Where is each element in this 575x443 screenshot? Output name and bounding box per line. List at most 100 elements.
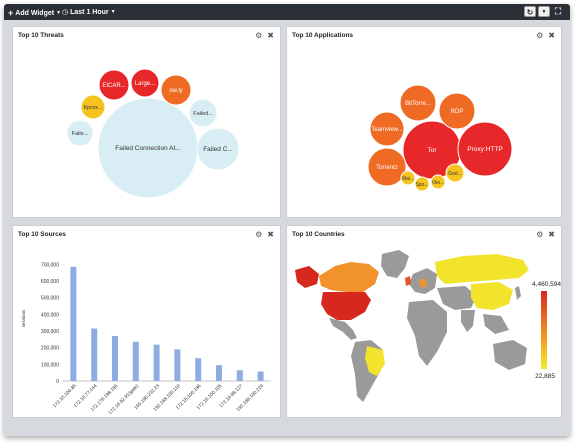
threat-bubble-circle[interactable] [80,94,106,120]
map-country-uk[interactable] [405,276,411,286]
threat-bubble-label: Failed C... [203,146,233,153]
panel-title: Top 10 Countries [292,231,345,238]
app-bubble[interactable]: Spo... [414,176,430,192]
bar[interactable] [236,370,243,381]
map-country-central-asia[interactable] [437,286,477,310]
add-widget-label: Add Widget [15,9,55,17]
map-country-usa[interactable] [321,292,371,320]
app-bubble-label: RDP [451,109,464,115]
map-country-germany[interactable] [419,278,427,288]
add-widget-button[interactable]: + Add Widget ▼ [8,8,61,18]
bar[interactable] [216,365,222,381]
threat-bubble-label: ow.ly [169,88,182,94]
panel-controls: ⚙ ✖ [255,231,274,239]
map-country-australia[interactable] [493,340,527,370]
applications-panel: Top 10 Applications ⚙ ✖ Tor Proxy:HTTP Tea… [286,26,562,218]
map-country-greenland[interactable] [381,250,409,278]
y-tick-label: 100,000 [41,362,59,368]
app-bubble-label: Teamview... [371,127,403,133]
threat-bubble-label: Failed... [193,111,213,117]
threat-bubble-circle[interactable] [130,68,160,98]
panel-controls: ⚙ ✖ [536,231,555,239]
refresh-icon: ↻ [526,8,534,17]
app-bubble-circle[interactable] [369,111,405,147]
map-legend-max: 4,460,594 [532,281,561,288]
threat-bubble[interactable]: Failed C... [196,127,240,171]
threat-bubble[interactable]: Faile... [66,119,94,147]
map-country-canada[interactable] [319,262,379,292]
applications-bubble-chart: Tor Proxy:HTTP Teamview... BitTorre... RDP To… [367,84,513,192]
y-tick-label: 700,000 [41,262,59,268]
app-bubble[interactable]: Vko... [430,174,446,190]
threat-bubble-circle[interactable] [98,69,130,101]
threat-bubble[interactable]: Failed... [188,98,218,128]
map-country-africa[interactable] [407,300,447,366]
app-bubble[interactable]: Mai... [400,170,416,186]
y-tick-label: 400,000 [41,312,59,318]
app-bubble-circle[interactable] [367,147,407,187]
gear-icon[interactable]: ⚙ [255,230,263,239]
threat-bubble[interactable]: ow.ly [160,74,192,106]
clock-icon: ◷ [62,9,69,16]
time-range-button[interactable]: ◷ Last 1 Hour ▼ [62,8,116,17]
map-country-alaska[interactable] [295,266,319,288]
map-country-brazil[interactable] [365,346,385,376]
threat-bubble-circle[interactable] [66,119,94,147]
gear-icon[interactable]: ⚙ [536,31,544,40]
threat-bubble-circle[interactable] [196,127,240,171]
map-country-india[interactable] [461,310,475,332]
bar[interactable] [132,341,139,381]
app-bubble-circle[interactable] [430,174,446,190]
app-bubble-label: God... [448,171,462,177]
app-bubble[interactable]: Proxy:HTTP [457,121,513,177]
app-bubble[interactable]: BitTorre... [399,84,437,122]
fullscreen-button[interactable]: ⛶ [552,6,564,17]
app-bubble-circle[interactable] [438,92,476,130]
y-tick-label: 600,000 [41,279,59,285]
app-bubble[interactable]: God... [445,163,465,183]
app-bubble[interactable]: Teamview... [369,111,405,147]
app-bubble[interactable]: Torrentz [367,147,407,187]
map-country-mexico[interactable] [329,318,357,340]
gear-icon[interactable]: ⚙ [255,31,263,40]
threat-bubble-circle[interactable] [160,74,192,106]
app-bubble-label: Vko... [432,180,445,186]
bar[interactable] [112,336,118,381]
gear-icon[interactable]: ⚙ [536,230,544,239]
app-bubble-label: Torrentz [376,165,398,171]
map-country-se-asia[interactable] [483,314,509,334]
caret-down-icon: ▼ [110,9,116,15]
bar[interactable] [174,349,181,381]
close-icon[interactable]: ✖ [548,230,555,239]
map-country-china[interactable] [471,282,513,310]
bar[interactable] [91,328,98,382]
close-icon[interactable]: ✖ [267,230,274,239]
app-bubble-circle[interactable] [400,170,416,186]
app-bubble-label: Mai... [402,176,414,182]
app-bubble[interactable]: RDP [438,92,476,130]
threat-bubble-circle[interactable] [188,98,218,128]
threat-bubble[interactable]: Large... [130,68,160,98]
time-range-label: Last 1 Hour [70,8,109,16]
app-bubble-circle[interactable] [399,84,437,122]
app-bubble-circle[interactable] [414,176,430,192]
threat-bubble[interactable]: Kprox... [80,94,106,120]
bar[interactable] [257,371,264,382]
caret-down-icon: ▼ [56,10,62,16]
bar[interactable] [70,266,77,381]
countries-panel: Top 10 Countries ⚙ ✖ [286,225,562,418]
map-country-japan[interactable] [515,286,521,300]
threat-bubble[interactable]: EICAR... [98,69,130,101]
bar[interactable] [153,344,160,381]
refresh-menu-button[interactable]: ▼ [538,6,550,17]
app-bubble-circle[interactable] [445,163,465,183]
app-bubble-circle[interactable] [457,121,513,177]
threats-panel: Top 10 Threats ⚙ ✖ Failed Connection At.… [12,26,281,218]
close-icon[interactable]: ✖ [548,31,555,40]
bar[interactable] [195,358,202,381]
y-tick-label: 500,000 [41,296,59,302]
refresh-button[interactable]: ↻ [524,6,536,17]
map-country-russia[interactable] [435,254,529,284]
threat-bubble[interactable]: Failed Connection At... [97,97,199,199]
close-icon[interactable]: ✖ [267,31,274,40]
